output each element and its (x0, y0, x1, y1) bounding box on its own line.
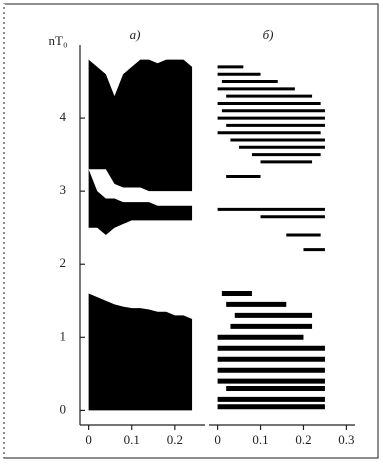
x-tick-label: 0.2 (167, 432, 183, 447)
y-tick-label: 0 (60, 401, 67, 416)
y-tick-label: 2 (60, 255, 67, 270)
band-area (88, 59, 193, 192)
band-area (88, 293, 193, 411)
band-area (88, 169, 193, 235)
y-tick-label: 1 (60, 328, 67, 343)
x-tick-label: 0.1 (252, 432, 268, 447)
y-tick-label: 4 (60, 109, 67, 124)
x-tick-label: 0 (85, 432, 92, 447)
y-axis-label: nT₀ (49, 33, 68, 48)
x-tick-label: 0.2 (295, 432, 311, 447)
panel-title: б) (263, 27, 274, 42)
y-tick-label: 3 (60, 182, 67, 197)
x-tick-label: 0.3 (338, 432, 354, 447)
x-tick-label: 0.1 (124, 432, 140, 447)
x-tick-label: 0 (214, 432, 221, 447)
panel-title: а) (130, 27, 141, 42)
